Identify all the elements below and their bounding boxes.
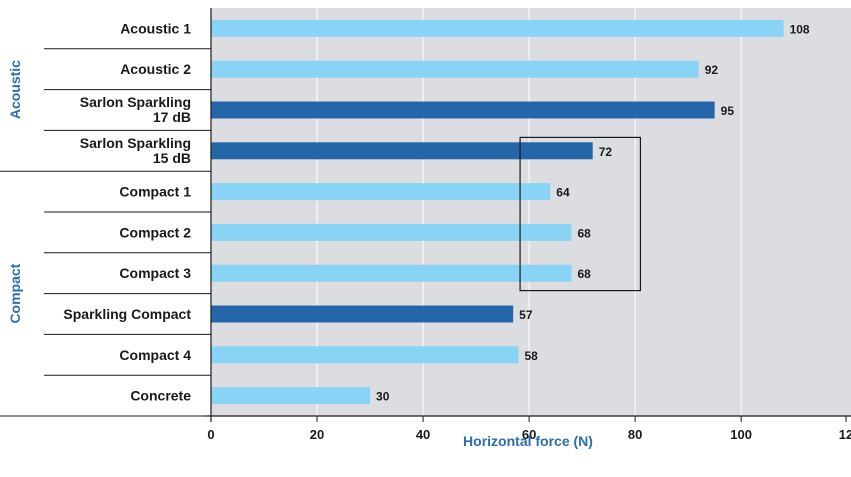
value-label: 30 <box>376 390 390 404</box>
value-label: 72 <box>599 145 613 159</box>
value-label: 64 <box>556 186 570 200</box>
category-label: Compact 3 <box>119 265 191 281</box>
x-tick-label: 100 <box>730 427 752 442</box>
category-label: Acoustic 2 <box>120 61 191 77</box>
bar <box>211 346 519 364</box>
category-label: Sarlon Sparkling 17 dB <box>80 94 191 125</box>
category-label: Acoustic 1 <box>120 20 191 36</box>
x-axis: 0 20 40 60 80 100 12 <box>205 8 851 442</box>
bar <box>211 142 593 160</box>
value-label: 108 <box>790 22 810 36</box>
category-label: Concrete <box>130 388 191 404</box>
value-label: 57 <box>519 308 533 322</box>
x-tick-label: 20 <box>310 427 324 442</box>
x-axis-title: Horizontal force (N) <box>463 433 593 449</box>
value-label: 92 <box>705 63 719 77</box>
category-label: Sarlon Sparkling 15 dB <box>80 135 191 166</box>
category-label: Compact 1 <box>119 184 191 200</box>
x-tick-label: 80 <box>628 427 642 442</box>
value-labels: 108 92 95 72 64 68 68 57 58 30 <box>376 22 810 403</box>
group-label: Compact <box>7 263 23 323</box>
highlight-box <box>519 136 642 292</box>
bar <box>211 264 572 282</box>
bar <box>211 183 551 201</box>
x-tick-label: 0 <box>207 427 214 442</box>
x-tick-label: 40 <box>416 427 430 442</box>
bars <box>211 19 784 405</box>
bar <box>211 60 699 78</box>
bar <box>211 223 572 241</box>
bar <box>211 387 371 405</box>
group-label: Acoustic <box>7 60 23 119</box>
value-label: 68 <box>578 226 592 240</box>
bar <box>211 19 784 37</box>
value-label: 58 <box>524 349 538 363</box>
category-label: Compact 2 <box>119 224 191 240</box>
x-tick-label: 60 <box>522 427 536 442</box>
bar <box>211 101 715 119</box>
x-tick-label: 12 <box>839 427 851 442</box>
bar <box>211 305 514 323</box>
value-label: 95 <box>721 104 735 118</box>
category-label: Compact 4 <box>119 347 191 363</box>
value-label: 68 <box>578 267 592 281</box>
category-label: Sparkling Compact <box>63 306 191 322</box>
category-axis: Acoustic 1 Acoustic 2 Sarlon Sparkling 17 d… <box>0 20 211 417</box>
